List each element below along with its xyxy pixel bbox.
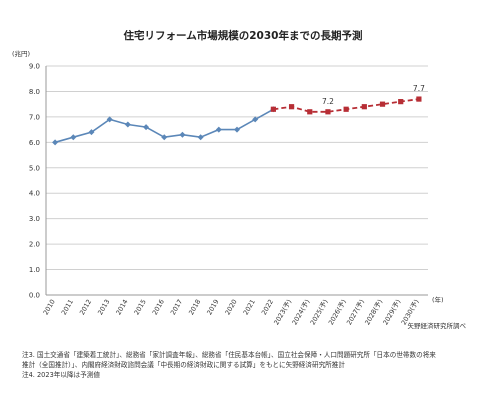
actual-point [106,116,113,123]
actual-point [143,124,150,131]
y-tick-label: 3.0 [29,215,40,223]
forecast-point [398,99,404,105]
x-tick-label: 2015 [133,298,148,316]
actual-point [197,134,204,141]
data-label: 7.2 [322,97,334,106]
forecast-point [343,106,349,112]
actual-point [88,129,95,136]
y-tick-label: 0.0 [29,292,40,300]
forecast-point [416,96,422,102]
x-tick-label: 2016 [151,298,166,316]
actual-point [161,134,168,141]
x-tick-label: 2012 [78,298,93,316]
x-tick-label: 2018 [187,298,202,316]
x-tick-label: 2014 [114,298,129,316]
y-tick-label: 6.0 [29,139,40,147]
y-tick-label: 4.0 [29,190,40,198]
y-axis-label: (兆円) [12,49,30,58]
actual-point [252,116,259,123]
y-tick-label: 1.0 [29,266,40,274]
y-tick-label: 9.0 [29,63,40,71]
actual-point [70,134,77,141]
note-line: 注3. 国土交通省「建築着工統計」、総務省「家計調査年報」、総務省「住民基本台帳… [22,351,436,359]
forecast-point [270,106,276,112]
actual-point [215,126,222,133]
x-tick-label: 2011 [60,298,75,316]
data-label: 7.7 [413,84,425,93]
x-tick-label: 2020 [224,298,239,316]
chart-notes: 注3. 国土交通省「建築着工統計」、総務省「家計調査年報」、総務省「住民基本台帳… [22,350,472,380]
y-tick-label: 5.0 [29,164,40,172]
source-credit: 矢野経済研究所調べ [407,322,467,330]
actual-point [124,121,131,128]
x-tick-label: 2013 [96,298,111,316]
chart-title: 住宅リフォーム市場規模の2030年までの長期予測 [123,30,363,42]
forecast-point [379,101,386,107]
x-tick-label: 2017 [169,298,184,316]
y-tick-label: 8.0 [29,88,40,96]
note-line: 注4. 2023年以降は予測値 [22,371,100,379]
forecast-point [288,104,295,110]
x-axis-label: (年) [432,295,444,304]
note-line: 推計（全国推計）」、内閣府経済財政諮問会議「中長期の経済財政に関する試算」をもと… [22,361,345,369]
actual-point [179,131,186,138]
forecast-point [361,104,367,110]
actual-point [234,126,240,133]
y-tick-label: 7.0 [29,113,40,121]
line-chart: 0.0 1.0 2.0 3.0 4.0 5.0 6.0 7.0 8.0 9.0 (兆円) (年) 201… [12,49,444,326]
x-tick-label: 2022 [260,298,275,316]
y-tick-label: 2.0 [29,241,40,249]
x-tick-label: 2010 [42,298,57,316]
actual-point [52,139,59,146]
forecast-point [307,109,313,115]
x-tick-label: 2019 [205,298,220,316]
forecast-point [325,109,331,115]
x-tick-label: 2021 [242,298,257,316]
